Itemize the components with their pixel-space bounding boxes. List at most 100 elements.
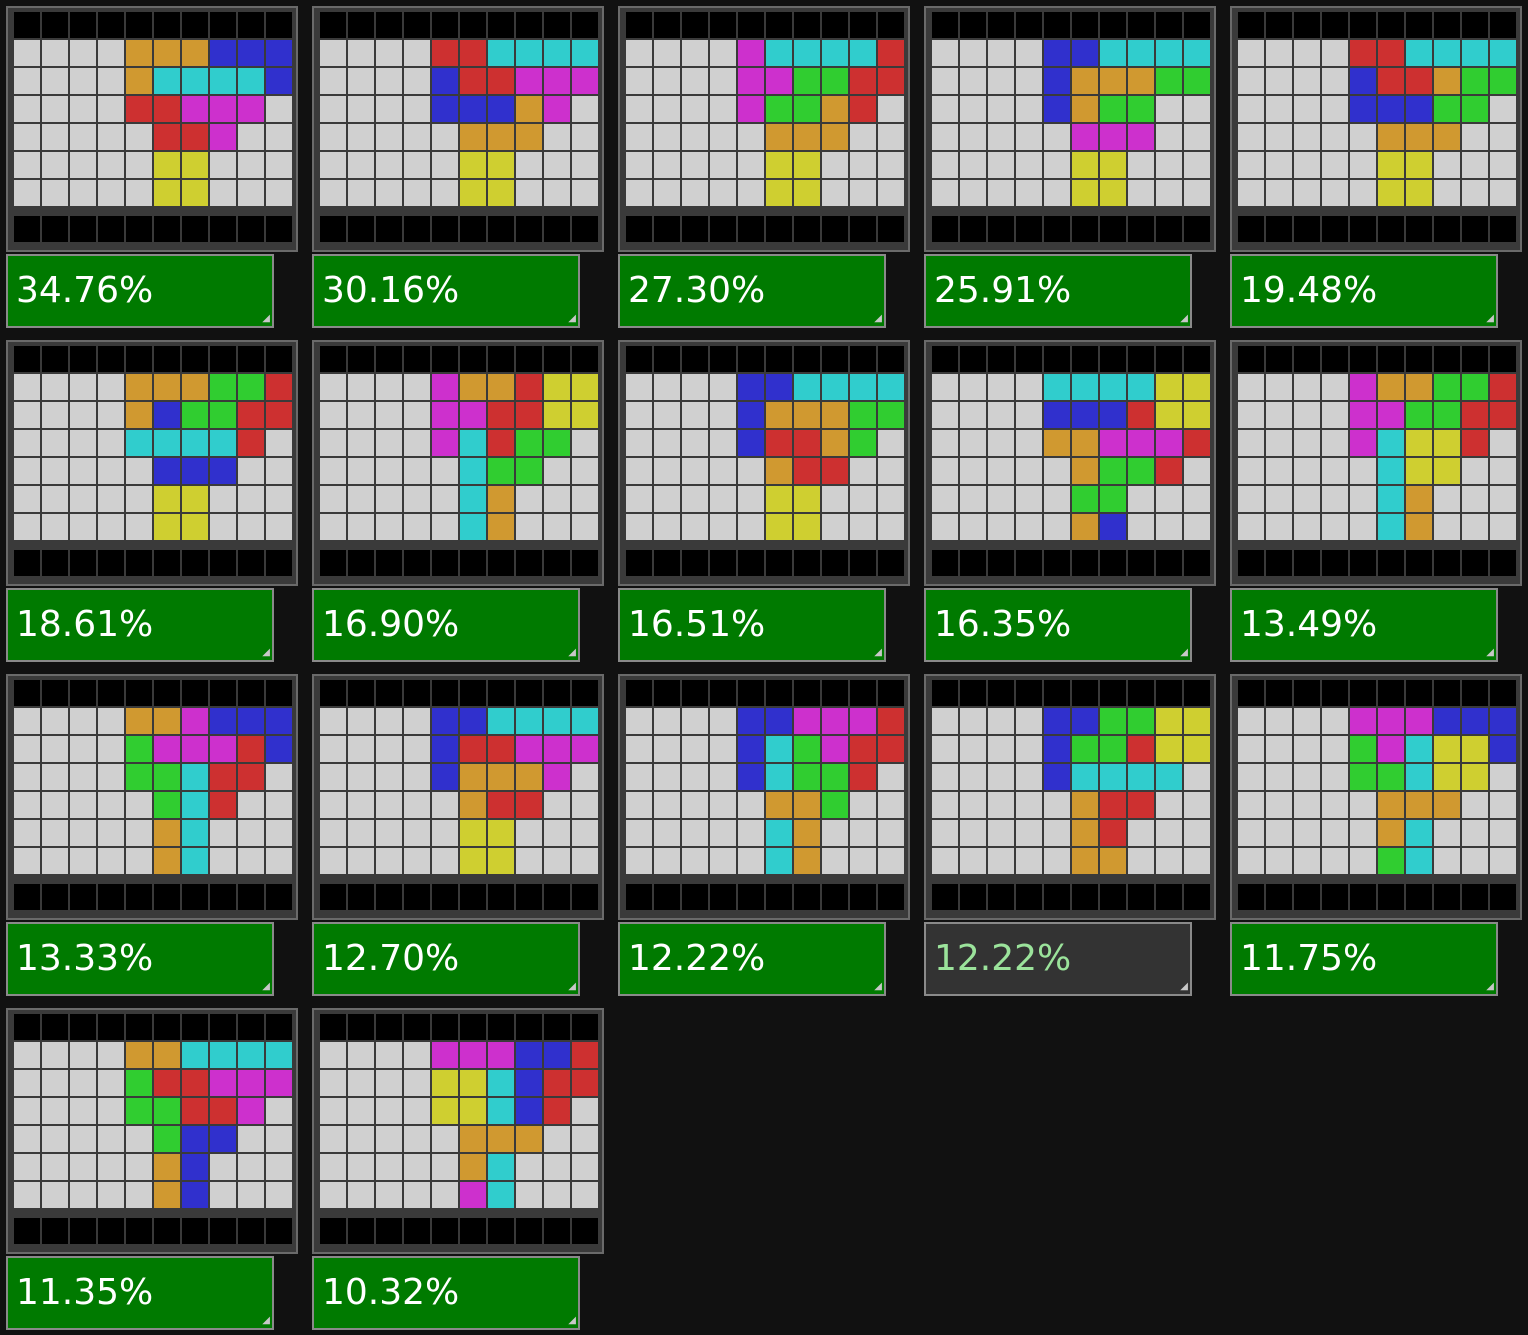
resize-grip-icon[interactable]: ◢ [1180, 647, 1188, 658]
resize-grip-icon[interactable]: ◢ [568, 313, 576, 324]
empty-cell [42, 1154, 68, 1180]
board-preview[interactable] [618, 340, 910, 586]
candidate-card[interactable]: 16.90% ◢ [306, 334, 604, 662]
hidden-cell [1406, 12, 1432, 38]
hidden-cell [516, 12, 542, 38]
board-preview[interactable] [312, 340, 604, 586]
block-cell [488, 68, 514, 94]
board-preview[interactable] [618, 674, 910, 920]
candidate-card[interactable]: 16.51% ◢ [612, 334, 910, 662]
board-preview[interactable] [6, 1008, 298, 1254]
resize-grip-icon[interactable]: ◢ [262, 647, 270, 658]
candidate-card[interactable]: 18.61% ◢ [0, 334, 298, 662]
empty-cell [266, 1098, 292, 1124]
queue-cell [544, 1218, 570, 1244]
block-cell [1378, 708, 1404, 734]
candidate-card[interactable]: 11.35% ◢ [0, 1002, 298, 1330]
hidden-cell [126, 346, 152, 372]
resize-grip-icon[interactable]: ◢ [1180, 313, 1188, 324]
score-field[interactable]: 10.32% ◢ [312, 1256, 580, 1330]
board-preview[interactable] [1230, 674, 1522, 920]
resize-grip-icon[interactable]: ◢ [1486, 313, 1494, 324]
empty-cell [432, 1154, 458, 1180]
empty-cell [70, 96, 96, 122]
empty-cell [1350, 458, 1376, 484]
empty-cell [42, 152, 68, 178]
candidate-card[interactable]: 25.91% ◢ [918, 0, 1216, 328]
resize-grip-icon[interactable]: ◢ [874, 981, 882, 992]
board-preview[interactable] [1230, 6, 1522, 252]
score-field[interactable]: 13.33% ◢ [6, 922, 274, 996]
resize-grip-icon[interactable]: ◢ [874, 313, 882, 324]
resize-grip-icon[interactable]: ◢ [1180, 981, 1188, 992]
block-cell [1406, 124, 1432, 150]
block-cell [1072, 124, 1098, 150]
resize-grip-icon[interactable]: ◢ [568, 1315, 576, 1326]
candidate-card[interactable]: 13.49% ◢ [1224, 334, 1522, 662]
score-field[interactable]: 11.75% ◢ [1230, 922, 1498, 996]
candidate-card[interactable]: 34.76% ◢ [0, 0, 298, 328]
resize-grip-icon[interactable]: ◢ [568, 647, 576, 658]
board-preview[interactable] [6, 6, 298, 252]
candidate-card[interactable]: 11.75% ◢ [1224, 668, 1522, 996]
board-preview[interactable] [6, 674, 298, 920]
empty-cell [738, 124, 764, 150]
block-cell [1350, 96, 1376, 122]
candidate-card[interactable]: 27.30% ◢ [612, 0, 910, 328]
resize-grip-icon[interactable]: ◢ [1486, 647, 1494, 658]
empty-cell [348, 458, 374, 484]
resize-grip-icon[interactable]: ◢ [874, 647, 882, 658]
score-field[interactable]: 30.16% ◢ [312, 254, 580, 328]
score-field[interactable]: 18.61% ◢ [6, 588, 274, 662]
board-preview[interactable] [1230, 340, 1522, 586]
hidden-cell [70, 1014, 96, 1040]
score-field[interactable]: 11.35% ◢ [6, 1256, 274, 1330]
resize-grip-icon[interactable]: ◢ [262, 981, 270, 992]
candidate-card[interactable]: 12.70% ◢ [306, 668, 604, 996]
empty-cell [320, 458, 346, 484]
board-preview[interactable] [6, 340, 298, 586]
candidate-card[interactable]: 13.33% ◢ [0, 668, 298, 996]
score-field[interactable]: 25.91% ◢ [924, 254, 1192, 328]
score-field[interactable]: 12.22% ◢ [618, 922, 886, 996]
candidate-card[interactable]: 19.48% ◢ [1224, 0, 1522, 328]
score-field[interactable]: 27.30% ◢ [618, 254, 886, 328]
empty-cell [266, 764, 292, 790]
resize-grip-icon[interactable]: ◢ [568, 981, 576, 992]
board-preview[interactable] [312, 6, 604, 252]
empty-cell [654, 68, 680, 94]
block-cell [182, 374, 208, 400]
empty-cell [70, 736, 96, 762]
empty-cell [70, 374, 96, 400]
candidate-card[interactable]: 10.32% ◢ [306, 1002, 604, 1330]
board-preview[interactable] [312, 674, 604, 920]
board-preview[interactable] [924, 6, 1216, 252]
board-cells [14, 12, 292, 206]
candidate-card[interactable]: 12.22% ◢ [918, 668, 1216, 996]
score-field[interactable]: 12.70% ◢ [312, 922, 580, 996]
board-preview[interactable] [312, 1008, 604, 1254]
empty-cell [626, 124, 652, 150]
score-field[interactable]: 19.48% ◢ [1230, 254, 1498, 328]
empty-cell [932, 848, 958, 874]
block-cell [1490, 68, 1516, 94]
block-cell [210, 792, 236, 818]
candidate-card[interactable]: 16.35% ◢ [918, 334, 1216, 662]
hidden-cell [404, 680, 430, 706]
score-field[interactable]: 16.51% ◢ [618, 588, 886, 662]
empty-cell [1238, 736, 1264, 762]
score-field[interactable]: 12.22% ◢ [924, 922, 1192, 996]
score-field[interactable]: 13.49% ◢ [1230, 588, 1498, 662]
resize-grip-icon[interactable]: ◢ [1486, 981, 1494, 992]
resize-grip-icon[interactable]: ◢ [262, 313, 270, 324]
score-field[interactable]: 34.76% ◢ [6, 254, 274, 328]
empty-cell [1266, 486, 1292, 512]
candidate-card[interactable]: 12.22% ◢ [612, 668, 910, 996]
candidate-card[interactable]: 30.16% ◢ [306, 0, 604, 328]
score-field[interactable]: 16.35% ◢ [924, 588, 1192, 662]
score-field[interactable]: 16.90% ◢ [312, 588, 580, 662]
board-preview[interactable] [924, 674, 1216, 920]
board-preview[interactable] [618, 6, 910, 252]
board-preview[interactable] [924, 340, 1216, 586]
resize-grip-icon[interactable]: ◢ [262, 1315, 270, 1326]
